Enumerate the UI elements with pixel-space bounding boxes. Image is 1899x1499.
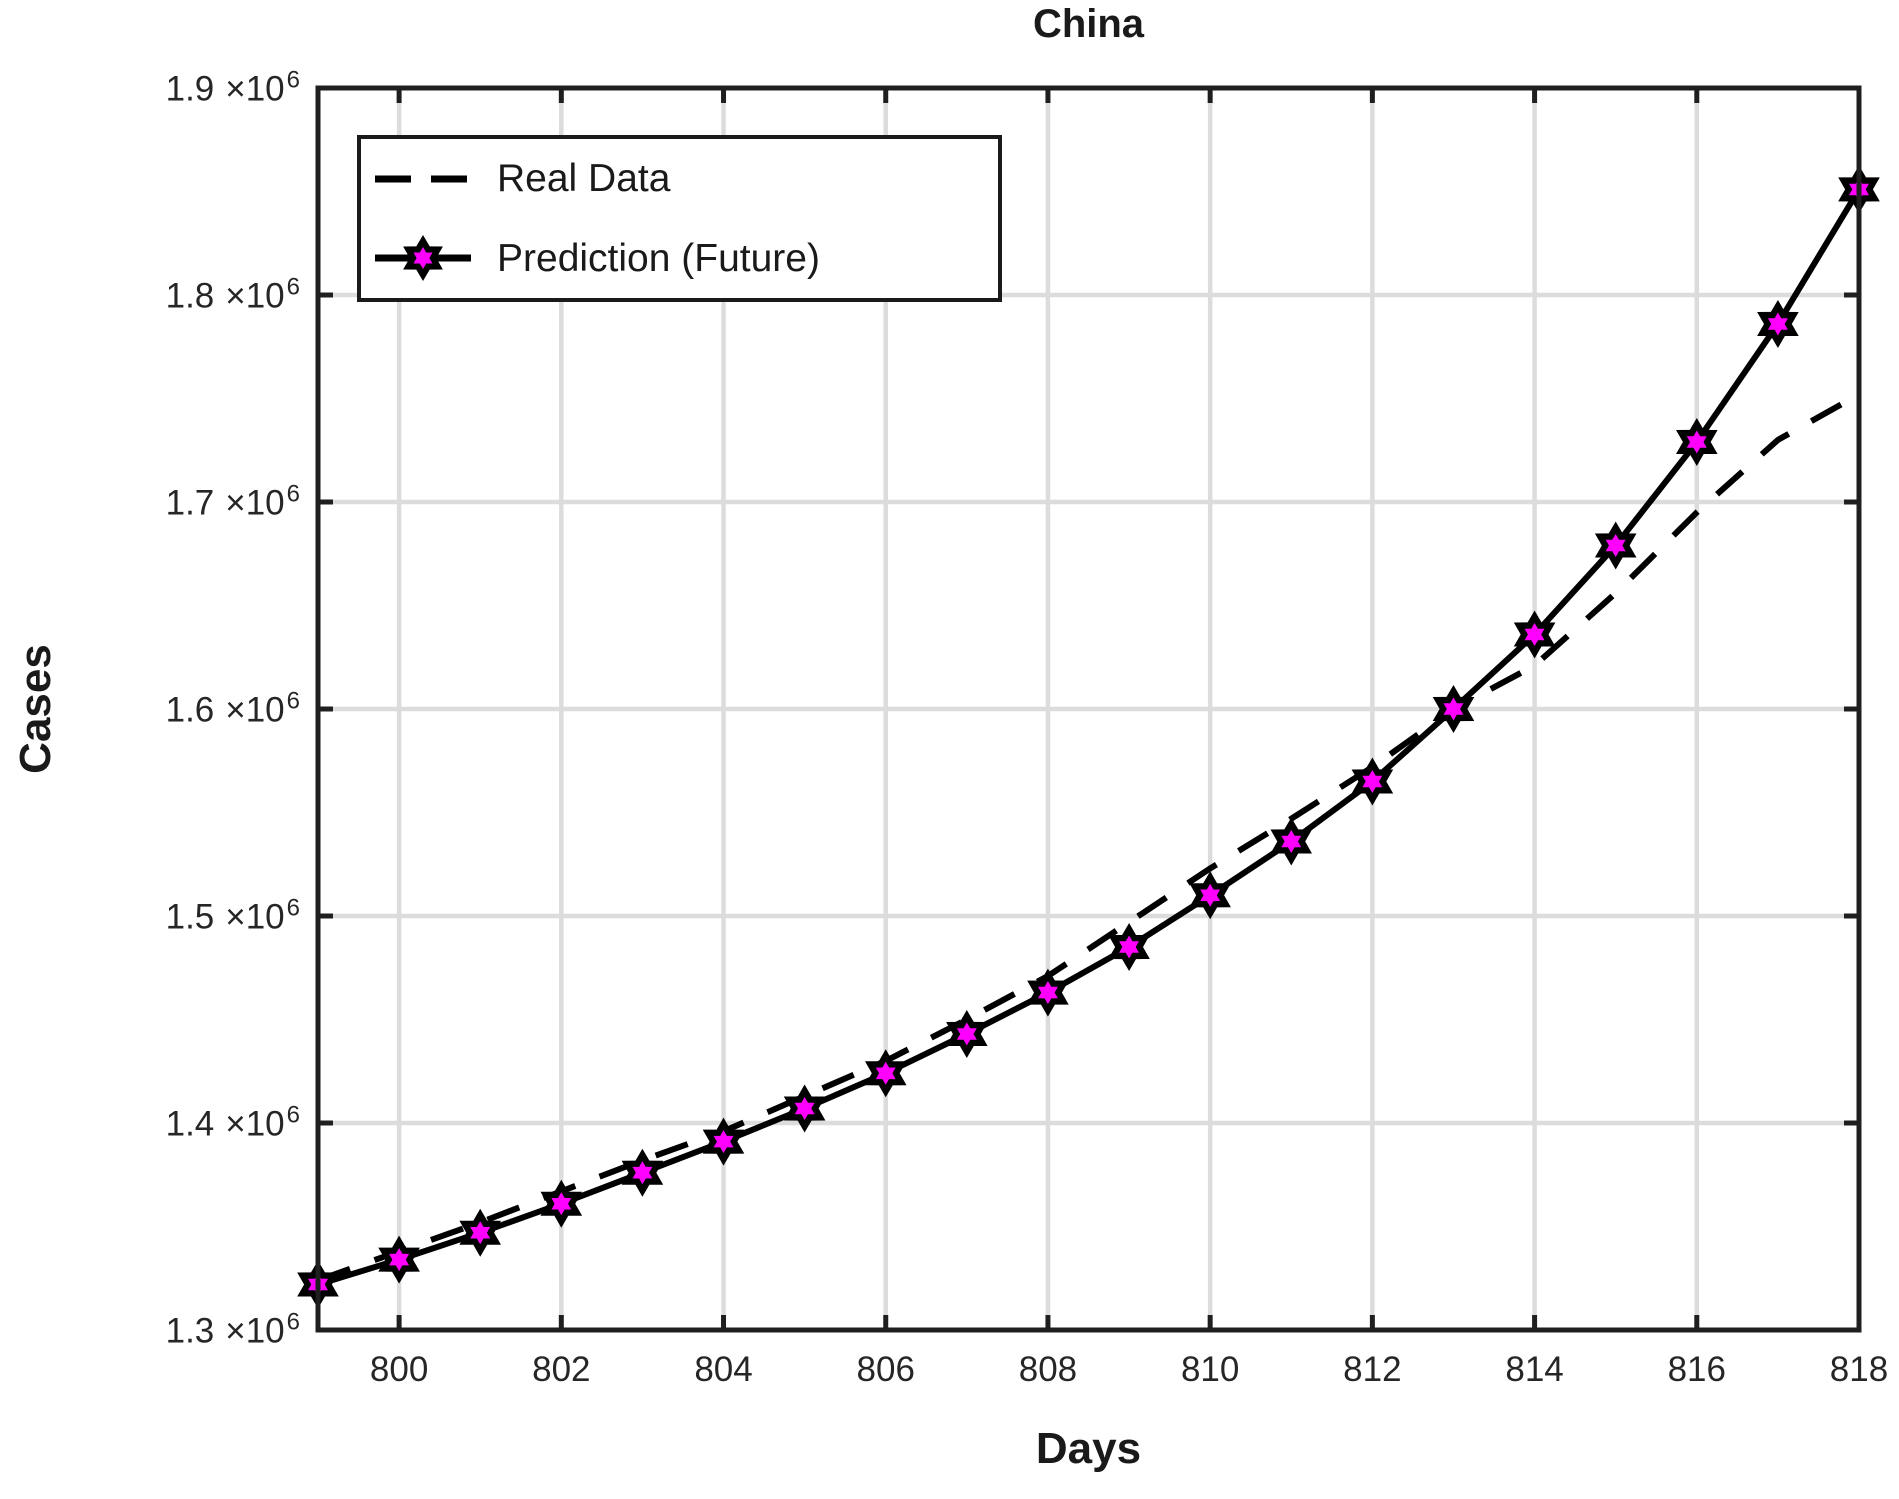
chart-title: China bbox=[1032, 2, 1145, 46]
x-tick-label: 808 bbox=[1018, 1350, 1078, 1389]
legend-label-real-data: Real Data bbox=[497, 157, 671, 201]
prediction-hexagram-markers bbox=[297, 165, 1880, 1309]
x-tick-label: 816 bbox=[1667, 1350, 1726, 1389]
axis-tick-marks bbox=[318, 85, 1862, 1333]
x-tick-label: 802 bbox=[532, 1350, 591, 1389]
legend: Real Data Prediction (Future) bbox=[357, 135, 1002, 302]
grid-lines bbox=[318, 88, 1862, 1330]
legend-item-prediction: Prediction (Future) bbox=[371, 229, 998, 287]
solid-line-hexagram-sample-icon bbox=[375, 235, 471, 282]
y-tick-label: 1.8 ×106 bbox=[165, 273, 300, 316]
x-tick-label: 800 bbox=[369, 1350, 429, 1389]
y-tick-label: 1.9 ×106 bbox=[165, 66, 300, 109]
y-tick-label: 1.5 ×106 bbox=[165, 894, 300, 937]
x-tick-label: 814 bbox=[1505, 1350, 1564, 1389]
x-tick-label: 806 bbox=[856, 1350, 915, 1389]
legend-label-prediction: Prediction (Future) bbox=[497, 236, 820, 280]
x-tick-label: 818 bbox=[1829, 1350, 1889, 1389]
y-axis-label: Cases bbox=[11, 644, 60, 774]
x-axis-label: Days bbox=[1035, 1424, 1142, 1473]
series-prediction-line bbox=[317, 187, 1862, 1288]
x-tick-label: 804 bbox=[694, 1350, 753, 1389]
y-tick-label: 1.4 ×106 bbox=[165, 1101, 300, 1144]
y-tick-label: 1.3 ×106 bbox=[165, 1308, 300, 1351]
x-tick-label: 810 bbox=[1180, 1350, 1240, 1389]
y-tick-label: 1.7 ×106 bbox=[165, 480, 300, 523]
x-tick-label: 812 bbox=[1343, 1350, 1402, 1389]
series-real-data-line bbox=[316, 391, 1861, 1284]
legend-item-real-data: Real Data bbox=[371, 150, 998, 208]
dashed-line-sample-icon bbox=[375, 175, 471, 183]
y-tick-label: 1.6 ×106 bbox=[165, 687, 300, 730]
axes-box bbox=[315, 85, 1862, 1333]
